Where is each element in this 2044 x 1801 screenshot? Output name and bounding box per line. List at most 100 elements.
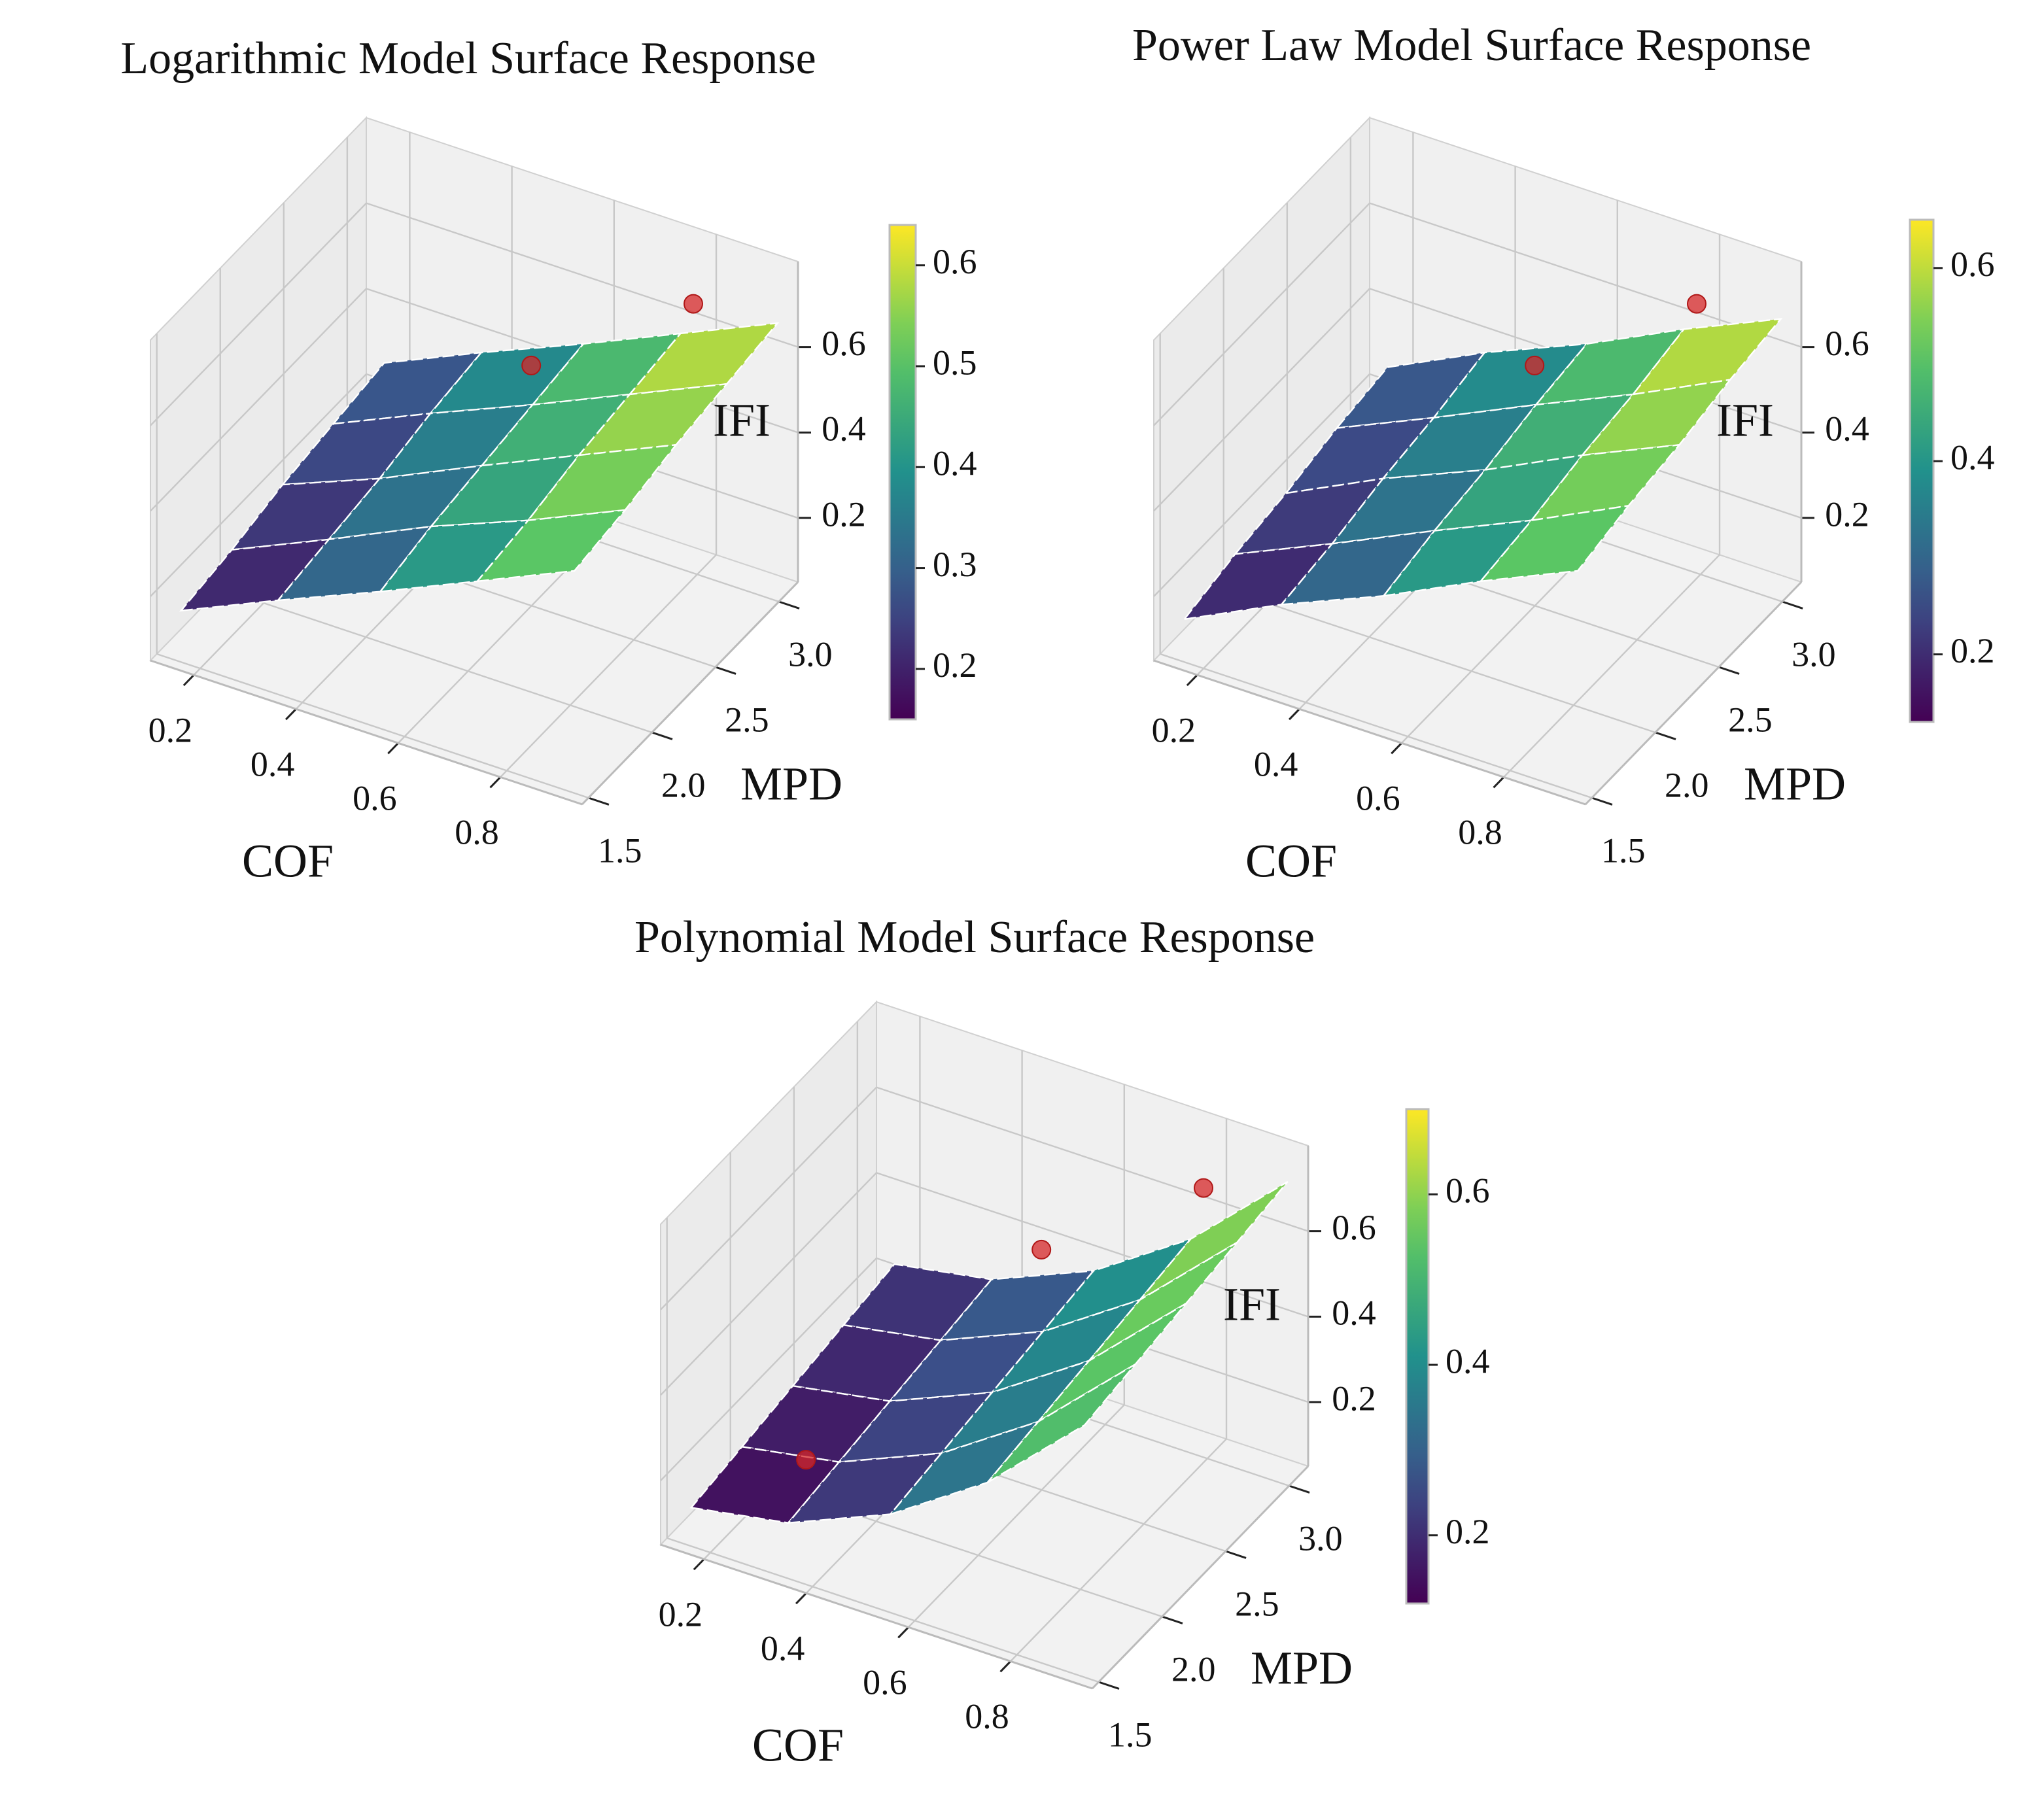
tick-mark: [1718, 666, 1740, 675]
tick-mark: [1225, 1550, 1247, 1559]
tick-mark: [489, 776, 502, 789]
x-tick-label: 0.6: [1356, 779, 1400, 818]
panel: 0.2 0.4 0.6 0.8 1.5 2.0 2.5 3.0 0.2 0.4 0.6 Logarit…: [120, 33, 977, 887]
grid-line: [1369, 202, 1802, 348]
surface-patch: [475, 509, 627, 583]
chart-title: Logarithmic Model Surface Response: [120, 33, 816, 84]
surface-patch: [1139, 1180, 1289, 1301]
colorbar-tick-label: 0.4: [1446, 1341, 1490, 1381]
x-axis-line: [660, 1543, 1093, 1690]
grid-line: [1503, 554, 1720, 778]
colorbar: [888, 224, 917, 721]
y-tick-label: 2.5: [1235, 1584, 1279, 1623]
panel: 0.2 0.4 0.6 0.8 1.5 2.0 2.5 3.0 0.2 0.4 0.6 Polynom…: [634, 912, 1490, 1771]
tick-mark: [1391, 742, 1402, 755]
surface-patch: [1381, 403, 1538, 480]
tick-mark: [1289, 1484, 1310, 1494]
y-tick-label: 3.0: [1792, 634, 1836, 674]
x-tick-label: 0.2: [148, 711, 193, 750]
colorbar-tick-label: 0.2: [933, 645, 977, 685]
z-axis-label: IFI: [1223, 1278, 1281, 1331]
grid-line: [1153, 288, 1370, 512]
colorbar-tick-label: 0.6: [1446, 1171, 1490, 1210]
y-axis-line: [1091, 1465, 1309, 1690]
grid-line: [660, 1258, 877, 1481]
colorbar: [1405, 1108, 1430, 1605]
y-tick-label: 1.5: [1108, 1715, 1152, 1754]
tick-mark: [1493, 776, 1505, 789]
colorbar-tick-label: 0.4: [933, 444, 977, 483]
grid-line: [907, 1404, 1125, 1628]
z-tick-label: 0.6: [1332, 1208, 1376, 1247]
z-axis-label: IFI: [713, 394, 771, 447]
grid-line: [667, 1537, 1100, 1683]
z-tick-label: 0.2: [1825, 494, 1869, 534]
y-tick-label: 2.0: [1665, 765, 1709, 804]
z-tick-label: 0.6: [1825, 324, 1869, 363]
chart-title: Polynomial Model Surface Response: [634, 912, 1315, 963]
x-tick-label: 0.2: [659, 1595, 703, 1634]
grid-line: [1010, 1438, 1227, 1662]
z-tick-label: 0.2: [1332, 1379, 1376, 1418]
tick-mark: [1098, 1681, 1120, 1690]
colorbar-tick-label: 0.6: [933, 242, 977, 281]
colorbar-tick-label: 0.3: [933, 545, 977, 584]
colorbar-tick-label: 0.4: [1950, 438, 1995, 477]
data-point: [1193, 1178, 1213, 1198]
grid-line: [150, 202, 367, 426]
z-tick-label: 0.4: [822, 409, 866, 449]
y-tick-label: 2.5: [725, 700, 769, 739]
x-axis-label: COF: [242, 835, 334, 887]
y-axis-line: [1584, 581, 1803, 806]
tick-mark: [1782, 600, 1803, 609]
x-tick-label: 0.6: [353, 779, 397, 818]
x-axis-label: COF: [752, 1719, 844, 1772]
tick-mark: [182, 674, 195, 687]
surface-patch: [1478, 504, 1631, 583]
tick-mark: [1591, 797, 1613, 806]
grid-line: [150, 373, 367, 597]
data-point: [796, 1450, 816, 1470]
tick-mark: [387, 742, 399, 755]
grid-line: [876, 1172, 1309, 1318]
grid-line: [876, 1086, 1309, 1232]
y-axis-label: MPD: [740, 758, 842, 810]
grid-line: [366, 202, 799, 348]
y-tick-label: 3.0: [788, 634, 833, 674]
y-tick-label: 2.0: [661, 765, 706, 804]
surface-patch: [1088, 1241, 1238, 1362]
z-tick-label: 0.6: [822, 324, 866, 363]
x-tick-label: 0.8: [1458, 813, 1502, 852]
grid-line: [1223, 587, 1656, 734]
tick-mark: [1162, 1615, 1183, 1624]
y-axis-line: [581, 581, 799, 806]
colorbar-tick-label: 0.5: [933, 343, 977, 382]
grid-line: [150, 288, 367, 512]
tick-mark: [285, 708, 297, 721]
tick-mark: [588, 797, 610, 806]
tick-mark: [897, 1626, 909, 1639]
grid-line: [1153, 202, 1370, 426]
y-tick-label: 2.5: [1728, 700, 1773, 739]
tick-mark: [1288, 708, 1300, 721]
grid-line: [156, 653, 589, 799]
y-tick-label: 1.5: [598, 831, 642, 870]
x-tick-label: 0.6: [863, 1663, 907, 1702]
grid-line: [500, 554, 717, 778]
surface-patch: [986, 1364, 1136, 1483]
grid-line: [1160, 653, 1593, 799]
x-tick-label: 0.4: [761, 1629, 805, 1668]
x-tick-label: 0.2: [1152, 711, 1196, 750]
surface-patch: [276, 525, 433, 602]
grid-line: [220, 587, 653, 734]
tick-mark: [999, 1660, 1012, 1673]
y-tick-label: 3.0: [1298, 1518, 1343, 1558]
colorbar-tick-label: 0.6: [1950, 245, 1995, 284]
z-tick-label: 0.4: [1332, 1294, 1376, 1333]
z-tick-label: 0.4: [1825, 409, 1869, 449]
tick-mark: [778, 600, 800, 609]
surface-patch: [1037, 1303, 1187, 1422]
tick-mark: [1655, 731, 1676, 740]
tick-mark: [651, 731, 673, 740]
